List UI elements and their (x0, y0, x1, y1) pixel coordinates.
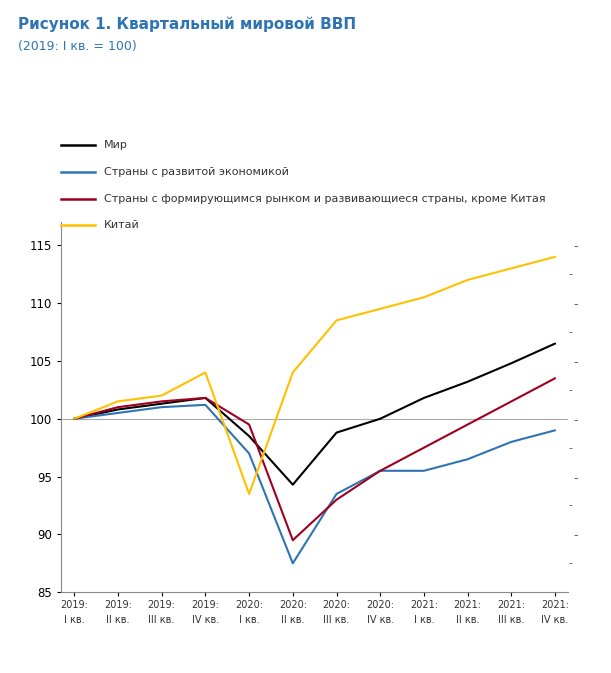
Text: III кв.: III кв. (323, 615, 349, 625)
Text: -: - (568, 559, 573, 568)
Text: II кв.: II кв. (456, 615, 480, 625)
Text: III кв.: III кв. (148, 615, 175, 625)
Text: II кв.: II кв. (281, 615, 304, 625)
Text: Мир: Мир (104, 140, 128, 149)
Text: 2019:: 2019: (60, 600, 88, 610)
Text: 2020:: 2020: (366, 600, 394, 610)
Text: 2019:: 2019: (104, 600, 132, 610)
Text: IV кв.: IV кв. (367, 615, 394, 625)
Text: 2019:: 2019: (191, 600, 219, 610)
Text: -: - (568, 385, 573, 395)
Text: III кв.: III кв. (498, 615, 525, 625)
Text: I кв.: I кв. (239, 615, 260, 625)
Text: -: - (568, 327, 573, 337)
Text: 2020:: 2020: (323, 600, 351, 610)
Text: 2020:: 2020: (235, 600, 263, 610)
Text: Китай: Китай (104, 221, 140, 230)
Text: II кв.: II кв. (106, 615, 130, 625)
Text: 2021:: 2021: (541, 600, 569, 610)
Text: 2020:: 2020: (279, 600, 307, 610)
Text: -: - (568, 443, 573, 453)
Text: I кв.: I кв. (414, 615, 434, 625)
Text: IV кв.: IV кв. (541, 615, 569, 625)
Text: -: - (568, 269, 573, 279)
Text: 2021:: 2021: (497, 600, 525, 610)
Text: IV кв.: IV кв. (192, 615, 219, 625)
Text: 2021:: 2021: (454, 600, 481, 610)
Text: -: - (568, 501, 573, 511)
Text: Рисунок 1. Квартальный мировой ВВП: Рисунок 1. Квартальный мировой ВВП (18, 17, 356, 32)
Text: Страны с формирующимся рынком и развивающиеся страны, кроме Китая: Страны с формирующимся рынком и развиваю… (104, 194, 546, 203)
Text: 2021:: 2021: (410, 600, 438, 610)
Text: 2019:: 2019: (148, 600, 175, 610)
Text: Страны с развитой экономикой: Страны с развитой экономикой (104, 167, 289, 176)
Text: (2019: I кв. = 100): (2019: I кв. = 100) (18, 40, 137, 53)
Text: I кв.: I кв. (64, 615, 84, 625)
